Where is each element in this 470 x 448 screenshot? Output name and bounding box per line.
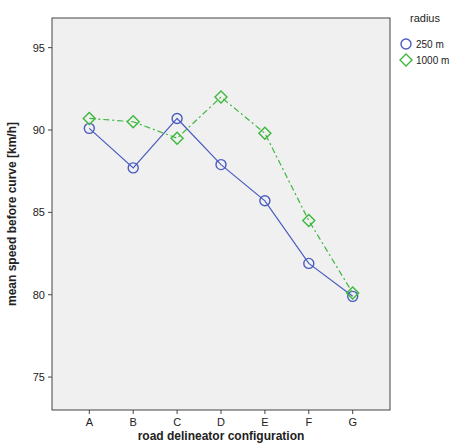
y-tick: [48, 377, 52, 378]
y-tick: [48, 212, 52, 213]
marker: [400, 54, 412, 66]
legend-label: 1000 m: [416, 55, 449, 66]
y-tick-label: 95: [33, 42, 45, 54]
y-tick: [48, 130, 52, 131]
chart: 75 80 85 90 95 A B C D E F Groad delineator configu…: [0, 0, 470, 448]
marker: [128, 163, 138, 173]
x-tick: [264, 410, 265, 414]
legend-title: radius: [410, 12, 440, 24]
series-line: [89, 97, 352, 293]
y-tick-label: 90: [33, 124, 45, 136]
plot-area: [52, 18, 390, 410]
x-tick-label: G: [348, 416, 357, 428]
x-tick-label: A: [86, 416, 94, 428]
y-tick: [48, 47, 52, 48]
marker: [401, 39, 411, 49]
marker: [171, 132, 183, 144]
y-tick-label: 80: [33, 289, 45, 301]
x-tick: [308, 410, 309, 414]
x-tick: [89, 410, 90, 414]
x-tick-label: C: [173, 416, 181, 428]
x-tick-label: E: [261, 416, 268, 428]
x-tick-label: F: [305, 416, 312, 428]
marker: [259, 127, 271, 139]
y-tick-label: 85: [33, 206, 45, 218]
x-tick: [221, 410, 222, 414]
series-line: [89, 118, 352, 296]
x-axis-label: road delineator configuration: [138, 429, 305, 443]
y-tick: [48, 294, 52, 295]
marker: [304, 258, 314, 268]
x-tick-label: D: [217, 416, 225, 428]
marker: [127, 116, 139, 128]
marker: [215, 91, 227, 103]
x-tick: [133, 410, 134, 414]
series-group: [83, 91, 358, 301]
marker: [172, 113, 182, 123]
x-tick: [177, 410, 178, 414]
y-axis-label: mean speed before curve [km/h]: [5, 122, 19, 306]
marker: [260, 196, 270, 206]
marker: [303, 215, 315, 227]
y-tick-label: 75: [33, 371, 45, 383]
legend-label: 250 m: [416, 39, 444, 50]
x-tick-label: B: [130, 416, 137, 428]
marker: [216, 160, 226, 170]
x-tick: [352, 410, 353, 414]
marker: [347, 287, 359, 299]
marker: [83, 112, 95, 124]
